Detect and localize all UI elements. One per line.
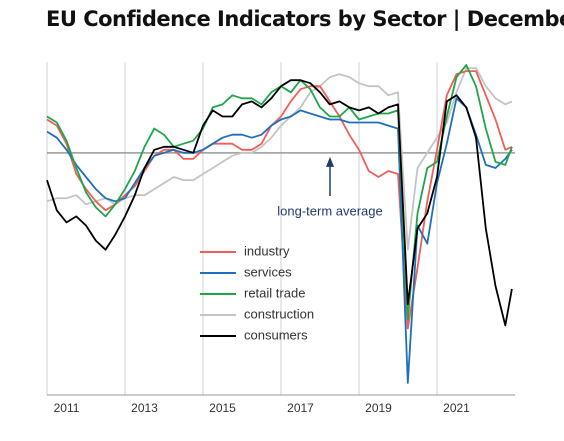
x-tick-label: 2011 — [54, 401, 80, 415]
x-tick-label: 2015 — [209, 401, 236, 415]
legend-label: consumers — [244, 327, 308, 342]
legend-label: retail trade — [244, 285, 305, 300]
series-line — [46, 79, 513, 327]
legend-label: industry — [244, 243, 290, 258]
x-tick-label: 2013 — [131, 401, 158, 415]
x-tick-label: 2021 — [443, 401, 470, 415]
series-line — [46, 64, 513, 321]
legend-label: services — [244, 264, 292, 279]
series-line — [46, 97, 513, 384]
legend-label: construction — [244, 306, 314, 321]
x-tick-label: 2017 — [287, 401, 314, 415]
annotation: long-term average — [277, 203, 383, 218]
chart-title: EU Confidence Indicators by Sector | Dec… — [46, 7, 564, 32]
annotation-arrowhead — [326, 156, 334, 167]
series-line — [46, 70, 513, 330]
x-tick-label: 2019 — [365, 401, 392, 415]
